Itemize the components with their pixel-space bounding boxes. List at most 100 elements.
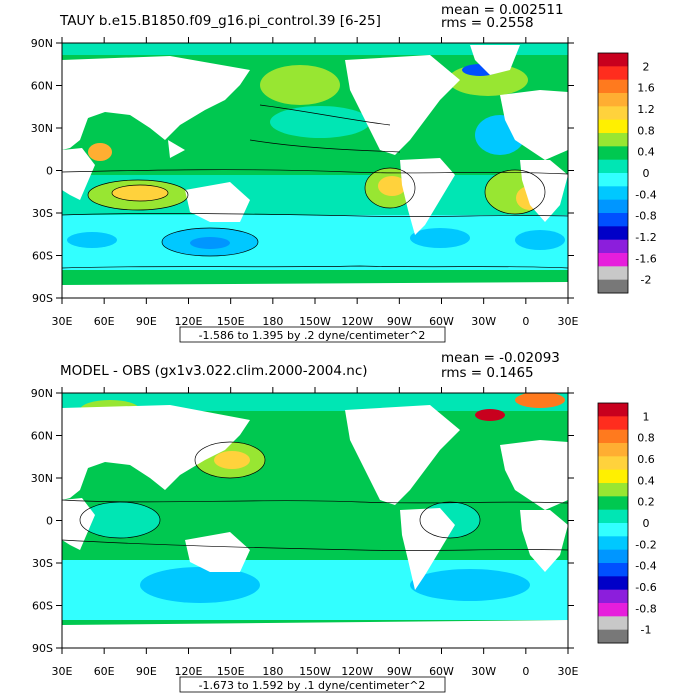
y-tick-label: 90N xyxy=(31,387,53,400)
colorbar-swatch xyxy=(598,159,628,174)
colorbar-swatch xyxy=(598,93,628,107)
x-tick-label: 30E xyxy=(558,315,579,328)
y-tick-label: 90S xyxy=(32,642,53,655)
x-tick-label: 30E xyxy=(52,665,73,678)
x-tick-label: 60W xyxy=(429,315,454,328)
x-tick-label: 90W xyxy=(387,315,412,328)
x-tick-label: 150W xyxy=(299,315,331,328)
y-tick-label: 60S xyxy=(32,600,53,613)
colorbar-swatch xyxy=(598,253,628,267)
colorbar-label: 2 xyxy=(643,60,650,73)
colorbar-swatch xyxy=(598,509,628,524)
x-axis: 30E 60E 90E 120E 150E 180 150W 120W 90W 60W 30W 0 30… xyxy=(52,665,579,678)
colorbar-swatch xyxy=(598,443,628,457)
rms-stat: rms = 0.1465 xyxy=(441,365,534,381)
x-tick-label: 60W xyxy=(429,665,454,678)
colorbar-label: 0.6 xyxy=(637,453,655,466)
x-tick-label: 60E xyxy=(94,665,115,678)
y-tick-label: 90S xyxy=(32,292,53,305)
x-tick-label: 0 xyxy=(522,315,529,328)
x-tick-label: 150E xyxy=(217,315,245,328)
x-tick-label: 180 xyxy=(262,665,283,678)
range-note: -1.673 to 1.592 by .1 dyne/centimeter^2 xyxy=(199,679,426,692)
colorbar: 2 1.6 1.2 0.8 0.4 0 -0.4 -0.8 -1.2 -1.6 -2 xyxy=(597,52,657,294)
colorbar-label: -1 xyxy=(641,624,652,637)
colorbar-swatch xyxy=(598,456,628,471)
colorbar-label: -0.4 xyxy=(635,188,656,201)
colorbar-swatch xyxy=(598,186,628,201)
y-tick-label: 60N xyxy=(31,80,53,93)
colorbar-swatch xyxy=(598,199,628,214)
colorbar-swatch xyxy=(598,616,628,631)
range-note: -1.586 to 1.395 by .2 dyne/centimeter^2 xyxy=(199,329,426,342)
map-panel-2: MODEL - OBS (gx1v3.022.clim.2000-2004.nc… xyxy=(31,350,657,693)
colorbar-label: 0.8 xyxy=(637,432,655,445)
colorbar-label: -0.6 xyxy=(635,581,656,594)
colorbar-label: -0.8 xyxy=(635,602,656,615)
colorbar-swatch xyxy=(598,496,628,511)
colorbar-label: -2 xyxy=(641,274,652,287)
y-tick-label: 60N xyxy=(31,430,53,443)
colorbar-label: -0.4 xyxy=(635,560,656,573)
x-tick-label: 120W xyxy=(341,665,373,678)
x-tick-label: 90E xyxy=(136,665,157,678)
range-note-box xyxy=(179,326,446,343)
colorbar: 1 0.8 0.6 0.4 0.2 0 -0.2 -0.4 -0.6 -0.8 -1 xyxy=(597,402,657,644)
mean-stat: mean = -0.02093 xyxy=(441,350,560,366)
colorbar-swatch xyxy=(598,146,628,161)
colorbar-swatch xyxy=(598,563,628,577)
x-tick-label: 60E xyxy=(94,315,115,328)
x-tick-label: 30W xyxy=(471,315,496,328)
y-axis: 90N 60N 30N 0 30S 60S 90S xyxy=(31,387,53,655)
axis-ticks xyxy=(56,37,574,304)
rms-stat: rms = 0.2558 xyxy=(441,15,534,31)
x-tick-label: 30E xyxy=(52,315,73,328)
colorbar-swatch xyxy=(598,416,628,431)
map-panel-1: TAUY b.e15.B1850.f09_g16.pi_control.39 [… xyxy=(31,2,657,343)
x-tick-label: 120W xyxy=(341,315,373,328)
colorbar-swatch xyxy=(598,133,628,147)
field-map xyxy=(62,43,568,298)
y-tick-label: 0 xyxy=(46,165,53,178)
colorbar-swatch xyxy=(598,629,628,644)
colorbar-label: 0.2 xyxy=(637,496,655,509)
colorbar-swatch xyxy=(598,549,628,564)
colorbar-swatch xyxy=(598,79,628,94)
x-tick-label: 150E xyxy=(217,665,245,678)
y-tick-label: 90N xyxy=(31,37,53,50)
colorbar-label: 1.2 xyxy=(637,103,655,116)
y-tick-label: 30S xyxy=(32,557,53,570)
x-tick-label: 120E xyxy=(175,315,203,328)
colorbar-swatch xyxy=(598,279,628,294)
colorbar-frame xyxy=(597,402,629,644)
y-tick-label: 30N xyxy=(31,472,53,485)
colorbar-swatch xyxy=(598,173,628,187)
y-axis: 90N 60N 30N 0 30S 60S 90S xyxy=(31,37,53,305)
range-note-box xyxy=(179,676,446,693)
y-tick-label: 30S xyxy=(32,207,53,220)
colorbar-label: -1.2 xyxy=(635,231,656,244)
colorbar-label: 1 xyxy=(643,410,650,423)
colorbar-swatch xyxy=(598,266,628,281)
colorbar-label: 0 xyxy=(643,517,650,530)
x-axis: 30E 60E 90E 120E 150E 180 150W 120W 90W 60W 30W 0 30… xyxy=(52,315,579,328)
x-tick-label: 30W xyxy=(471,665,496,678)
colorbar-label: -0.8 xyxy=(635,210,656,223)
x-tick-label: 180 xyxy=(262,315,283,328)
colorbar-swatch xyxy=(598,213,628,227)
x-tick-label: 0 xyxy=(522,665,529,678)
y-tick-label: 0 xyxy=(46,515,53,528)
colorbar-swatch xyxy=(598,483,628,497)
y-tick-label: 30N xyxy=(31,122,53,135)
colorbar-label: -0.2 xyxy=(635,538,656,551)
y-tick-label: 60S xyxy=(32,250,53,263)
colorbar-label: 1.6 xyxy=(637,82,655,95)
colorbar-swatch xyxy=(598,429,628,444)
x-tick-label: 30E xyxy=(558,665,579,678)
colorbar-swatch xyxy=(598,119,628,134)
colorbar-swatch xyxy=(598,53,628,67)
map-title: TAUY b.e15.B1850.f09_g16.pi_control.39 [… xyxy=(59,13,381,29)
colorbar-swatch xyxy=(598,603,628,617)
colorbar-label: 0.4 xyxy=(637,146,655,159)
colorbar-swatch xyxy=(598,106,628,121)
